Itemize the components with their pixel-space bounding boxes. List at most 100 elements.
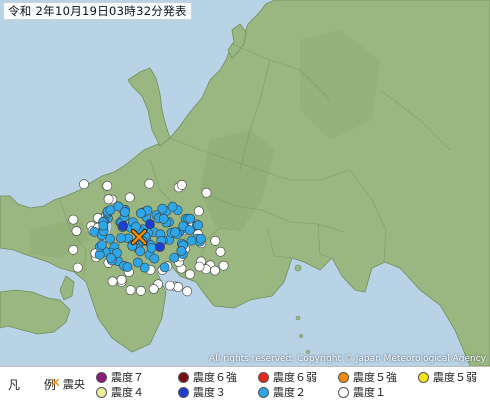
intensity-1-dot bbox=[176, 179, 187, 190]
legend-item-label: 震度２ bbox=[273, 386, 306, 399]
legend-title: 凡 例 bbox=[8, 378, 66, 392]
legend-item-label: 震度５弱 bbox=[433, 371, 477, 384]
issue-time: 令和 2年10月19日03時32分発表 bbox=[3, 2, 192, 20]
intensity-2-dot bbox=[98, 220, 109, 231]
intensity-2-dot bbox=[149, 253, 160, 264]
legend-item-label: 震度１ bbox=[353, 386, 386, 399]
izu-island bbox=[295, 315, 301, 321]
intensity-2-dot bbox=[105, 252, 116, 263]
legend-item-shindo-1: 震度１ bbox=[338, 385, 386, 399]
intensity-1-dot bbox=[182, 286, 193, 297]
intensity-1-dot bbox=[173, 281, 183, 292]
intensity-3-dot bbox=[118, 221, 128, 231]
intensity-2-dot bbox=[122, 262, 133, 272]
intensity-1-dot bbox=[193, 206, 204, 217]
shikoku bbox=[0, 289, 71, 335]
legend-swatch bbox=[338, 386, 349, 398]
legend-item-label: 震度４ bbox=[111, 386, 144, 399]
legend-item-shindo-6-lower: 震度６弱 bbox=[258, 370, 317, 384]
legend-item-label: 震度６強 bbox=[193, 371, 237, 384]
intensity-2-dot bbox=[186, 235, 197, 246]
intensity-1-dot bbox=[71, 226, 82, 236]
legend-item-label: 震度３ bbox=[193, 386, 226, 399]
legend: 凡 例 ✕ 震央 震度７ 震度６強 震度６弱 震度５強 震度５弱 震度４ bbox=[0, 366, 490, 400]
intensity-2-dot bbox=[193, 220, 204, 231]
intensity-1-dot bbox=[215, 246, 226, 257]
japan-map bbox=[0, 0, 490, 366]
legend-swatch bbox=[418, 371, 429, 383]
intensity-2-dot bbox=[97, 240, 107, 250]
intensity-2-dot bbox=[135, 246, 146, 257]
intensity-2-dot bbox=[158, 213, 169, 224]
intensity-1-dot bbox=[218, 260, 229, 271]
intensity-2-dot bbox=[116, 233, 126, 243]
highland-relief bbox=[300, 30, 380, 140]
legend-item-shindo-5-lower: 震度５弱 bbox=[418, 370, 477, 384]
legend-swatch bbox=[178, 386, 189, 398]
intensity-2-dot bbox=[105, 233, 115, 244]
intensity-1-dot bbox=[125, 285, 136, 295]
intensity-2-dot bbox=[105, 205, 116, 215]
intensity-1-dot bbox=[103, 194, 114, 205]
legend-epicenter: ✕ 震央 bbox=[50, 376, 85, 392]
legend-swatch bbox=[178, 371, 189, 383]
intensity-2-dot bbox=[132, 257, 143, 268]
legend-swatch bbox=[96, 386, 107, 398]
intensity-1-dot bbox=[144, 178, 155, 189]
noto-peninsula bbox=[127, 67, 171, 147]
izu-island bbox=[306, 350, 310, 354]
intensity-1-dot bbox=[185, 269, 195, 280]
legend-swatch bbox=[258, 371, 269, 383]
intensity-observations bbox=[68, 178, 229, 297]
legend-swatch bbox=[258, 386, 269, 398]
intensity-2-dot bbox=[146, 242, 157, 253]
intensity-1-dot bbox=[148, 284, 159, 294]
legend-swatch bbox=[338, 371, 349, 383]
intensity-1-dot bbox=[194, 261, 205, 272]
legend-item-label: 震度５強 bbox=[353, 371, 397, 384]
intensity-2-dot bbox=[159, 262, 170, 273]
intensity-2-dot bbox=[184, 225, 195, 235]
highland-relief bbox=[200, 130, 275, 232]
intensity-1-dot bbox=[201, 187, 212, 198]
legend-swatch bbox=[96, 371, 107, 383]
intensity-2-dot bbox=[157, 203, 168, 214]
intensity-2-dot bbox=[139, 262, 150, 273]
legend-epicenter-label: 震央 bbox=[62, 378, 85, 391]
epicenter-icon: ✕ bbox=[50, 376, 61, 391]
intensity-2-dot bbox=[135, 208, 146, 219]
legend-item-label: 震度６弱 bbox=[273, 371, 317, 384]
intensity-2-dot bbox=[167, 201, 178, 212]
legend-item-label: 震度７ bbox=[111, 371, 144, 384]
oshima-island bbox=[294, 264, 302, 272]
intensity-2-dot bbox=[176, 246, 187, 256]
intensity-1-dot bbox=[210, 265, 220, 276]
intensity-2-dot bbox=[169, 252, 180, 263]
intensity-1-dot bbox=[210, 235, 221, 246]
legend-item-shindo-3: 震度３ bbox=[178, 385, 226, 399]
intensity-1-dot bbox=[164, 280, 175, 291]
intensity-1-dot bbox=[68, 214, 79, 225]
intensity-1-dot bbox=[116, 274, 127, 285]
izu-island bbox=[299, 334, 303, 338]
sado-island bbox=[227, 23, 247, 59]
intensity-1-dot bbox=[124, 192, 135, 203]
legend-item-shindo-2: 震度２ bbox=[258, 385, 306, 399]
intensity-3-dot bbox=[145, 219, 155, 229]
intensity-1-dot bbox=[135, 285, 146, 296]
legend-item-shindo-7: 震度７ bbox=[96, 370, 144, 384]
legend-item-shindo-6-upper: 震度６強 bbox=[178, 370, 237, 384]
intensity-2-dot bbox=[170, 227, 180, 238]
intensity-1-dot bbox=[102, 180, 113, 191]
intensity-1-dot bbox=[68, 244, 79, 255]
legend-item-shindo-4: 震度４ bbox=[96, 385, 144, 399]
intensity-2-dot bbox=[185, 213, 196, 224]
intensity-1-dot bbox=[79, 179, 89, 190]
intensity-3-dot bbox=[155, 242, 165, 252]
legend-item-shindo-5-upper: 震度５強 bbox=[338, 370, 397, 384]
copyright-notice: All rights reserved. Copyright © Japan M… bbox=[209, 354, 486, 364]
intensity-2-dot bbox=[113, 201, 124, 212]
intensity-2-dot bbox=[120, 207, 130, 217]
intensity-2-dot bbox=[195, 233, 206, 244]
